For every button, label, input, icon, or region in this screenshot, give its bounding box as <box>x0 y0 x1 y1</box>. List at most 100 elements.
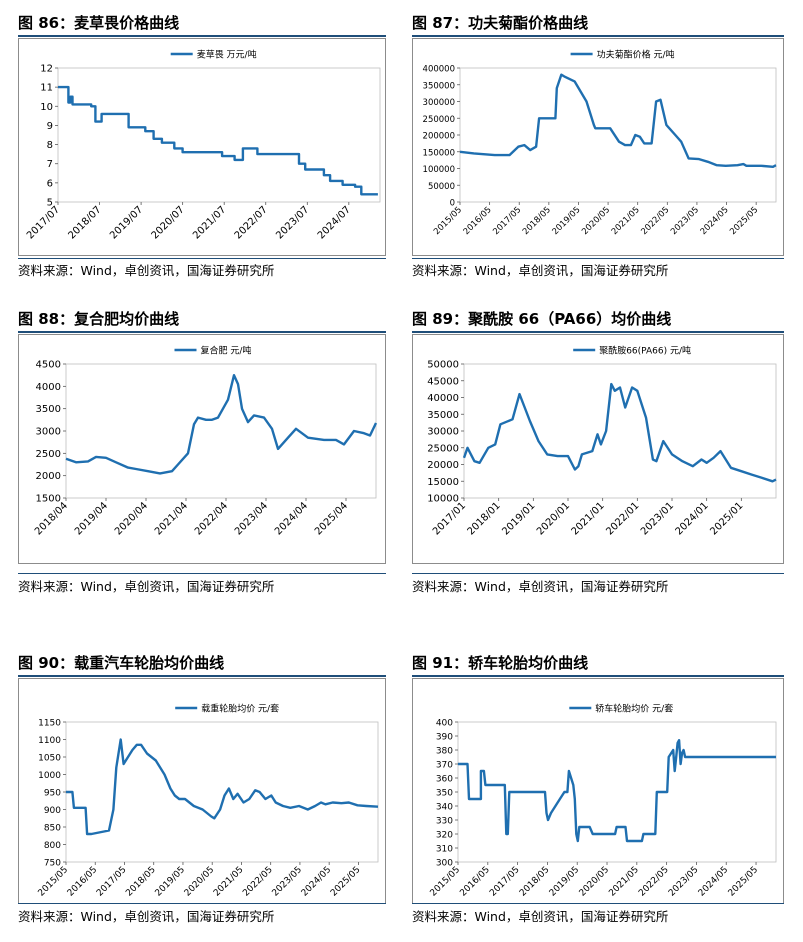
x-tick-label: 2020/05 <box>580 205 612 237</box>
source-note: 资料来源：Wind，卓创资讯，国海证券研究所 <box>412 909 669 924</box>
y-tick-label: 350 <box>436 789 453 799</box>
x-tick-label: 2019/05 <box>154 865 188 899</box>
x-tick-label: 2018/01 <box>466 500 503 537</box>
y-tick-label: 370 <box>436 761 453 771</box>
x-tick-label: 2025/04 <box>313 500 350 537</box>
chart-panel-90: 图 90：载重汽车轮胎均价曲线 750 800 850 900 950 1000 1050 1… <box>18 652 386 934</box>
chart-panel-88: 图 88：复合肥均价曲线 1500 2000 2500 3000 3500 4000 450… <box>18 308 386 598</box>
title-rule <box>412 35 784 37</box>
y-tick-label: 380 <box>436 747 453 757</box>
source-note: 资料来源：Wind，卓创资讯，国海证券研究所 <box>412 579 669 594</box>
x-tick-label: 2022/05 <box>637 865 671 899</box>
y-tick-label: 35000 <box>427 410 459 421</box>
x-tick-label: 2021/05 <box>607 865 641 899</box>
y-tick-label: 750 <box>44 859 61 869</box>
x-tick-label: 2021/05 <box>610 205 642 237</box>
x-tick-label: 2015/05 <box>432 205 464 237</box>
x-tick-label: 2021/01 <box>570 500 607 537</box>
series-line <box>65 374 378 475</box>
chart-frame <box>18 334 386 564</box>
plot-area <box>57 67 381 203</box>
source-rule <box>18 903 386 904</box>
x-tick-label: 2024/05 <box>300 865 334 899</box>
series-line <box>58 85 378 196</box>
chart-title: 图 86：麦草畏价格曲线 <box>18 14 180 32</box>
y-tick-label: 30000 <box>427 427 459 438</box>
x-tick-label: 2018/05 <box>521 205 553 237</box>
plot-area <box>459 67 777 203</box>
x-tick-label: 2024/05 <box>697 865 731 899</box>
source-note: 资料来源：Wind，卓创资讯，国海证券研究所 <box>18 909 275 924</box>
legend-label: 聚酰胺66(PA66) 元/吨 <box>599 345 691 357</box>
y-tick-label: 360 <box>436 775 453 785</box>
x-tick-label: 2017/05 <box>95 865 129 899</box>
legend-label: 麦草畏 万元/吨 <box>197 49 257 61</box>
y-tick-label: 20000 <box>427 460 459 471</box>
x-tick-label: 2020/05 <box>183 865 217 899</box>
chart-frame <box>18 38 386 256</box>
y-tick-label: 310 <box>436 845 453 855</box>
y-tick-label: 850 <box>44 824 61 834</box>
chart-title: 图 87：功夫菊酯价格曲线 <box>412 14 589 32</box>
x-tick-label: 2018/07 <box>67 204 104 241</box>
x-tick-label: 2020/07 <box>150 204 187 241</box>
x-tick-label: 2016/05 <box>462 205 494 237</box>
series-line <box>66 738 379 836</box>
y-tick-label: 40000 <box>427 393 459 404</box>
y-tick-label: 1100 <box>38 736 61 746</box>
y-tick-label: 9 <box>47 121 53 132</box>
source-rule <box>412 258 784 259</box>
y-tick-label: 1500 <box>36 494 61 505</box>
y-tick-label: 3000 <box>36 427 61 438</box>
y-tick-label: 10000 <box>427 494 459 505</box>
x-tick-label: 2022/07 <box>233 204 270 241</box>
x-tick-label: 2023/05 <box>271 865 305 899</box>
y-tick-label: 1000 <box>38 771 61 781</box>
title-rule <box>412 331 784 333</box>
x-tick-label: 2018/04 <box>33 500 70 537</box>
chart-panel-86: 图 86：麦草畏价格曲线 5 6 7 8 9 10 11 12 2017/07 2018/07 20… <box>18 12 386 282</box>
plot-area <box>65 363 377 499</box>
x-tick-label: 2017/05 <box>491 205 523 237</box>
y-tick-label: 1150 <box>38 719 61 729</box>
price-chart-pa66: 10000 15000 20000 25000 30000 35000 40000 45000… <box>412 334 784 564</box>
chart-title: 图 89：聚酰胺 66（PA66）均价曲线 <box>412 310 672 328</box>
chart-panel-87: 图 87：功夫菊酯价格曲线 0 50000 100000 150000 200000 25… <box>412 12 784 282</box>
x-tick-label: 2019/05 <box>551 205 583 237</box>
y-tick-label: 350000 <box>423 81 455 91</box>
x-tick-label: 2017/07 <box>25 204 62 241</box>
x-tick-label: 2024/07 <box>316 204 353 241</box>
legend-label: 复合肥 元/吨 <box>201 345 252 357</box>
y-tick-label: 300 <box>436 859 453 869</box>
x-tick-label: 2020/01 <box>535 500 572 537</box>
y-tick-label: 100000 <box>423 165 455 175</box>
y-tick-label: 320 <box>436 831 453 841</box>
y-tick-label: 2000 <box>36 471 61 482</box>
y-tick-label: 400 <box>436 719 453 729</box>
x-tick-label: 2024/05 <box>699 205 731 237</box>
y-tick-label: 200000 <box>423 132 455 142</box>
x-tick-label: 2020/04 <box>113 500 150 537</box>
x-tick-label: 2019/04 <box>73 500 110 537</box>
series-line <box>458 739 776 843</box>
series-line <box>459 73 777 169</box>
price-chart-cyhalothrin: 0 50000 100000 150000 200000 250000 300000 3500… <box>412 38 784 256</box>
x-tick-label: 2023/07 <box>274 204 311 241</box>
y-tick-label: 1050 <box>38 754 61 764</box>
y-tick-label: 8 <box>47 140 53 151</box>
y-tick-label: 4000 <box>36 382 61 393</box>
x-tick-label: 2022/04 <box>193 500 230 537</box>
x-tick-label: 2018/05 <box>124 865 158 899</box>
source-note: 资料来源：Wind，卓创资讯，国海证券研究所 <box>412 263 669 278</box>
x-tick-label: 2022/05 <box>241 865 275 899</box>
y-tick-label: 50000 <box>427 360 459 371</box>
y-tick-label: 45000 <box>427 376 459 387</box>
y-tick-label: 390 <box>436 733 453 743</box>
title-rule <box>18 35 386 37</box>
chart-frame <box>412 334 784 564</box>
x-tick-label: 2019/05 <box>548 865 582 899</box>
plot-area <box>463 363 777 499</box>
series-line <box>462 382 777 483</box>
x-tick-label: 2021/05 <box>212 865 246 899</box>
